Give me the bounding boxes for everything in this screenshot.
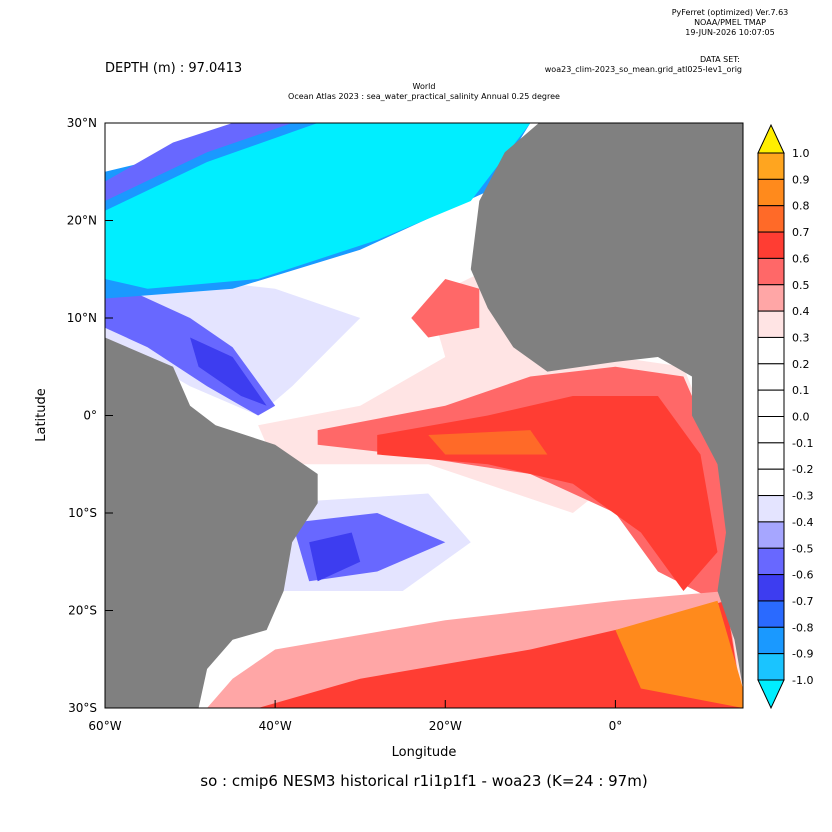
land-s-america (105, 337, 318, 708)
colorbar-label: 0.9 (792, 173, 810, 186)
colorbar-band (757, 363, 785, 391)
colorbar-band (757, 310, 785, 338)
dataset-label: DATA SET: (700, 55, 740, 64)
x-tick-label: 0° (609, 719, 623, 733)
colorbar-label: -0.1 (792, 437, 813, 450)
colorbar-over (757, 123, 785, 154)
colorbar-band (757, 231, 785, 259)
y-tick-label: 30°N (67, 116, 97, 130)
subtitle: Ocean Atlas 2023 : sea_water_practical_s… (288, 92, 560, 101)
colorbar-label: -0.7 (792, 595, 813, 608)
colorbar-label: 1.0 (792, 147, 810, 160)
colorbar-band (757, 626, 785, 655)
colorbar-label: 0.4 (792, 305, 810, 318)
colorbar-band (757, 600, 785, 628)
timestamp: 19-JUN-2026 10:07:05 (685, 28, 774, 37)
y-tick-label: 0° (83, 409, 97, 423)
colorbar-band (757, 284, 785, 312)
colorbar-band (757, 468, 785, 497)
colorbar-label: -1.0 (792, 674, 813, 687)
y-tick-label: 10°S (68, 506, 97, 520)
colorbar-band (757, 152, 785, 180)
field-cyan (105, 123, 531, 289)
colorbar-label: 0.1 (792, 384, 810, 397)
software: PyFerret (optimized) Ver.7.63 (672, 8, 789, 17)
colorbar-label: 0.7 (792, 226, 810, 239)
dataset: woa23_clim-2023_so_mean.grid_atl025-lev1… (545, 65, 742, 74)
colorbar-label: -0.5 (792, 542, 813, 555)
colorbar-band (757, 547, 785, 576)
colorbar-band (757, 442, 785, 470)
field-nlight (105, 123, 293, 201)
field-south-red (258, 600, 743, 708)
org: NOAA/PMEL TMAP (694, 18, 766, 27)
colorbar-label: 0.0 (792, 411, 810, 424)
colorbar-band (757, 257, 785, 286)
field-dblue-n (190, 337, 267, 406)
colorbar-under (757, 679, 785, 710)
colorbar-band (757, 389, 785, 417)
y-tick-label: 20°N (67, 214, 97, 228)
colorbar-band (757, 178, 785, 207)
colorbar-label: -0.6 (792, 569, 813, 582)
colorbar-band (757, 653, 785, 681)
colorbar-label: 0.5 (792, 279, 810, 292)
colorbar-label: 0.3 (792, 331, 810, 344)
x-axis-label: Longitude (392, 745, 457, 760)
y-tick-label: 20°S (68, 604, 97, 618)
field-south-dblue (309, 532, 361, 582)
colorbar-band (757, 521, 785, 549)
y-axis-label: Latitude (34, 388, 49, 442)
field-orange (428, 430, 548, 455)
y-tick-label: 30°S (68, 701, 97, 715)
colorbar-band (757, 574, 785, 602)
colorbar-label: -0.3 (792, 490, 813, 503)
depth: DEPTH (m) : 97.0413 (105, 61, 242, 76)
colorbar-label: -0.4 (792, 516, 813, 529)
x-tick-label: 20°W (429, 719, 462, 733)
colorbar-label: 0.2 (792, 358, 810, 371)
x-tick-label: 40°W (259, 719, 292, 733)
colorbar-label: 0.8 (792, 200, 810, 213)
colorbar-band (757, 416, 785, 444)
colorbar-band (757, 205, 785, 233)
colorbar-label: -0.8 (792, 621, 813, 634)
colorbar-label: -0.2 (792, 463, 813, 476)
field-south-orange (615, 600, 743, 708)
colorbar-label: -0.9 (792, 648, 813, 661)
y-tick-label: 10°N (67, 311, 97, 325)
colorbar-band (757, 495, 785, 523)
colorbar-band (757, 336, 785, 365)
land-africa (470, 123, 743, 689)
footer: so : cmip6 NESM3 historical r1i1p1f1 - w… (200, 772, 647, 790)
field-light-n (105, 269, 361, 416)
colorbar-label: 0.6 (792, 252, 810, 265)
title: World (413, 82, 436, 91)
field-red-n (411, 279, 480, 338)
x-tick-label: 60°W (88, 719, 121, 733)
